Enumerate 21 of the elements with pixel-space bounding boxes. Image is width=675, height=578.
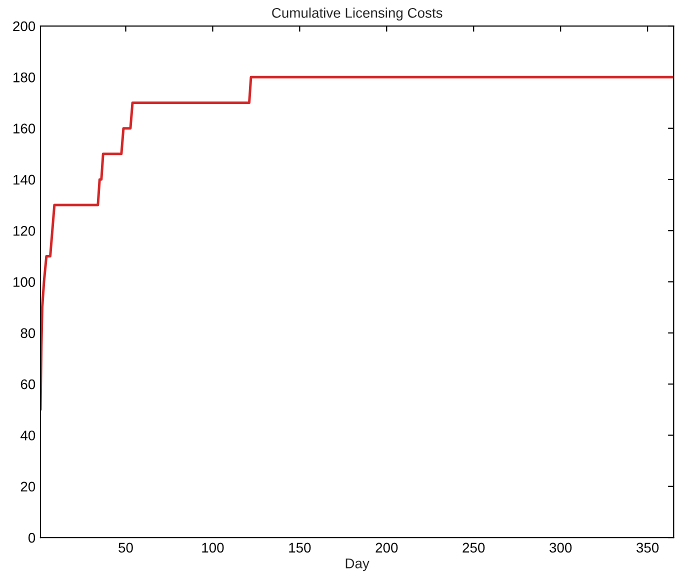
y-tick-label: 100	[14, 277, 36, 287]
y-tick-label: 0	[28, 532, 36, 543]
x-tick-label: 50	[118, 542, 133, 553]
y-tick-label: 60	[20, 379, 36, 390]
y-tick-label: 140	[14, 174, 36, 185]
x-tick-label: 350	[636, 542, 659, 553]
y-tick-label: 40	[20, 430, 36, 440]
y-tick-label: 200	[13, 21, 36, 32]
x-axis-title: Day	[346, 558, 370, 572]
y-tick-label: 20	[20, 482, 36, 492]
y-tick-label: 160	[14, 124, 36, 134]
x-tick-label: 200	[376, 542, 398, 553]
line-series	[40, 76, 674, 411]
chart-title: Cumulative Licensing Costs	[272, 8, 442, 21]
x-tick-label: 150	[289, 542, 311, 553]
y-tick-label: 180	[14, 72, 36, 82]
x-tick-label: 250	[462, 542, 485, 553]
y-tick-label: 120	[14, 226, 36, 236]
x-tick-label: 100	[202, 542, 224, 553]
y-tick-label: 80	[20, 328, 36, 338]
x-tick-label: 300	[550, 542, 572, 553]
